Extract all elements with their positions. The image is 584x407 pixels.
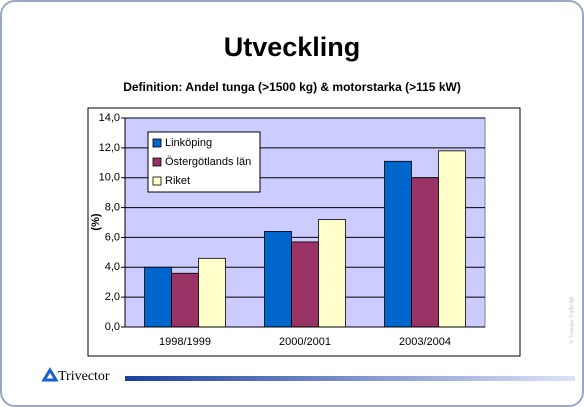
y-axis-label: (%) [90,213,102,230]
y-tick-label: 4,0 [105,261,120,273]
legend-label: Riket [165,175,190,187]
title: Utveckling [224,32,361,62]
bar [291,241,319,328]
y-tick-label: 14,0 [99,112,120,124]
y-tick-label: 10,0 [99,172,120,184]
bar [384,160,412,328]
legend-box [147,131,261,193]
bar [144,266,172,328]
bar [438,150,466,328]
bar [171,272,199,328]
x-tick-label: 2000/2001 [279,336,331,348]
y-tick-label: 6,0 [105,231,120,243]
x-tick-label: 1998/1999 [159,336,211,348]
footer-bar [125,376,575,381]
y-tick-label: 12,0 [99,142,120,154]
x-tick-label: 2003/2004 [399,336,451,348]
copyright: © Trivector Traffic AB [568,296,575,344]
y-tick-label: 0,0 [105,321,120,333]
y-tick-label: 8,0 [105,201,120,213]
bar [264,231,292,328]
bar [411,177,439,328]
subtitle: Definition: Andel tunga (>1500 kg) & mot… [123,80,461,94]
logo-icon [41,367,59,382]
bar [198,257,226,328]
y-tick-label: 2,0 [105,291,120,303]
plot: 0,0 2,0 4,0 6,0 8,0 10,0 12,0 14,0 1998/1999 2000… [99,112,486,348]
logo-text: Trivector [58,369,110,384]
legend-swatch [152,138,162,148]
legend-swatch [152,176,162,186]
legend-label: Östergötlands län [165,156,251,168]
bar [318,219,346,328]
legend-label: Linköping [165,137,212,149]
legend-swatch [152,157,162,167]
